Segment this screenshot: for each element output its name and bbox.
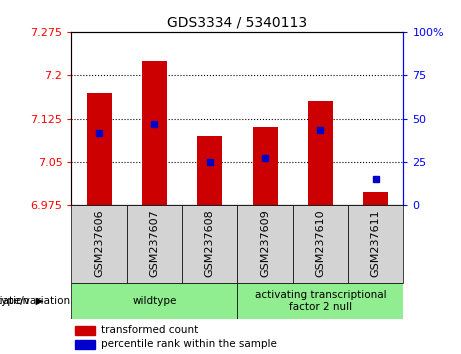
Bar: [308, 101, 333, 205]
Bar: [363, 192, 388, 205]
Bar: [87, 93, 112, 205]
Text: genotype/variation: genotype/variation: [0, 296, 70, 306]
Bar: [293, 205, 348, 283]
Text: activating transcriptional
factor 2 null: activating transcriptional factor 2 null: [254, 290, 386, 312]
Text: transformed count: transformed count: [101, 325, 199, 335]
Text: GSM237610: GSM237610: [315, 209, 325, 277]
Title: GDS3334 / 5340113: GDS3334 / 5340113: [167, 15, 307, 29]
Bar: [75, 326, 95, 335]
Text: percentile rank within the sample: percentile rank within the sample: [101, 339, 277, 349]
Text: GSM237607: GSM237607: [149, 209, 160, 277]
Bar: [237, 283, 403, 319]
Bar: [75, 340, 95, 349]
Bar: [142, 61, 167, 205]
Text: GSM237608: GSM237608: [205, 209, 215, 277]
Bar: [253, 127, 278, 205]
Bar: [127, 205, 182, 283]
Text: GSM237609: GSM237609: [260, 209, 270, 277]
Bar: [348, 205, 403, 283]
Bar: [71, 205, 127, 283]
Text: GSM237606: GSM237606: [94, 209, 104, 277]
Bar: [71, 283, 237, 319]
Bar: [197, 136, 222, 205]
Text: genotype/variation  ▶: genotype/variation ▶: [0, 296, 44, 306]
Text: wildtype: wildtype: [132, 296, 177, 306]
Bar: [237, 205, 293, 283]
Bar: [182, 205, 237, 283]
Text: GSM237611: GSM237611: [371, 209, 381, 277]
